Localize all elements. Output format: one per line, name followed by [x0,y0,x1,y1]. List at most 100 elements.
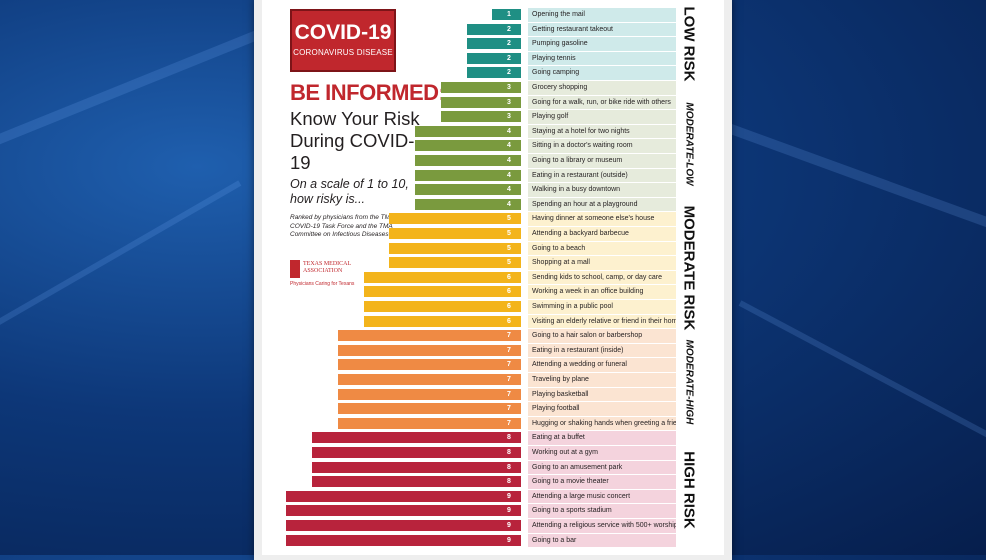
activity-label: Playing golf [528,110,676,125]
risk-score-label: 5 [507,244,511,252]
risk-score-label: 9 [507,522,511,529]
risk-bar [337,330,521,342]
activity-label: Going for a walk, run, or bike ride with… [528,95,676,111]
risk-bar [415,155,521,166]
risk-bar [337,417,521,429]
risk-bar [389,213,521,225]
activity-label: Eating in a restaurant (outside) [528,168,676,184]
background-streak [718,120,986,240]
risk-score-label: 6 [507,273,511,281]
risk-score-label: 2 [507,40,511,48]
infographic-poster: COVID-19 CORONAVIRUS DISEASE BE INFORMED… [262,0,724,555]
subheadline: Know Your Risk During COVID-19 [290,108,420,173]
activity-label: Staying at a hotel for two nights [528,124,676,140]
risk-bar [415,184,521,196]
background-streak [0,30,259,160]
risk-bar [286,534,521,546]
ranked-note: Ranked by physicians from the TMA COVID-… [290,214,395,238]
risk-score-label: 4 [507,157,511,164]
risk-bar-chart: 1 Opening the mail 2 Getting restaurant tak… [262,0,724,555]
background-streak [0,180,242,336]
logo-subtitle: CORONAVIRUS DISEASE [293,48,393,57]
risk-score-label: 8 [507,434,511,442]
covid-logo: COVID-19 CORONAVIRUS DISEASE [290,9,396,72]
risk-score-label: 6 [507,288,511,296]
risk-score-label: 8 [507,449,511,456]
risk-bar [337,403,521,415]
activity-label: Working a week in an office building [528,285,676,300]
risk-score-label: 6 [507,303,511,310]
headline: BE INFORMED: [290,80,446,105]
risk-bar [312,432,521,444]
risk-score-label: 4 [507,127,511,135]
risk-score-label: 7 [507,419,511,427]
activity-label: Getting restaurant takeout [528,22,676,38]
risk-score-label: 1 [507,11,511,18]
activity-label: Attending a backyard barbecue [528,227,676,242]
risk-score-label: 5 [507,230,511,237]
risk-score-label: 3 [507,98,511,106]
risk-score-label: 9 [507,492,511,500]
risk-score-label: 3 [507,84,511,91]
risk-score-label: 7 [507,405,511,413]
activity-label: Going to a hair salon or barbershop [528,329,676,344]
activity-label: Shopping at a mall [528,256,676,271]
risk-score-label: 7 [507,332,511,340]
activity-label: Having dinner at someone else's house [528,212,676,227]
risk-score-label: 3 [507,113,511,121]
risk-bar [363,286,521,298]
risk-score-label: 7 [507,346,511,354]
risk-bar [337,374,521,385]
risk-bar [363,301,521,312]
risk-score-label: 4 [507,142,511,150]
activity-label: Hugging or shaking hands when greeting a… [528,416,676,432]
risk-bar [466,38,521,50]
risk-bar [440,111,521,123]
risk-bar [312,476,521,488]
risk-bar [389,257,521,269]
risk-bar [415,140,521,152]
risk-score-label: 4 [507,171,511,179]
activity-label: Traveling by plane [528,373,676,388]
risk-score-label: 7 [507,390,511,398]
activity-label: Playing tennis [528,51,676,67]
risk-bar [415,169,521,181]
risk-bar [286,520,521,531]
risk-bar [440,96,521,108]
activity-label: Playing basketball [528,387,676,403]
activity-label: Going to a bar [528,533,676,549]
risk-bar [286,505,521,517]
activity-label: Sitting in a doctor's waiting room [528,139,676,154]
activity-label: Going to a sports stadium [528,504,676,519]
activity-label: Visiting an elderly relative or friend i… [528,314,676,330]
risk-bar [389,228,521,239]
risk-score-label: 2 [507,69,511,77]
activity-label: Going camping [528,66,676,81]
risk-score-label: 2 [507,54,511,62]
activity-label: Opening the mail [528,8,676,23]
risk-score-label: 4 [507,186,511,194]
activity-label: Going to a movie theater [528,475,676,490]
activity-label: Attending a wedding or funeral [528,358,676,373]
risk-score-label: 8 [507,463,511,471]
activity-label: Working out at a gym [528,446,676,461]
background-streak [738,300,986,447]
risk-score-label: 6 [507,317,511,325]
risk-score-label: 2 [507,25,511,33]
activity-label: Going to a library or museum [528,154,676,169]
risk-score-label: 9 [507,536,511,544]
risk-bar [312,461,521,473]
activity-label: Eating in a restaurant (inside) [528,343,676,359]
activity-label: Spending an hour at a playground [528,197,676,213]
risk-bar [466,23,521,35]
risk-bar [389,242,521,254]
risk-bar [440,82,521,93]
risk-score-label: 5 [507,215,511,223]
activity-label: Attending a large music concert [528,489,676,505]
risk-bar [337,359,521,371]
risk-bar [312,447,521,458]
activity-label: Playing football [528,402,676,417]
activity-label: Walking in a busy downtown [528,183,676,198]
risk-bar [286,490,521,502]
risk-score-label: 7 [507,361,511,369]
